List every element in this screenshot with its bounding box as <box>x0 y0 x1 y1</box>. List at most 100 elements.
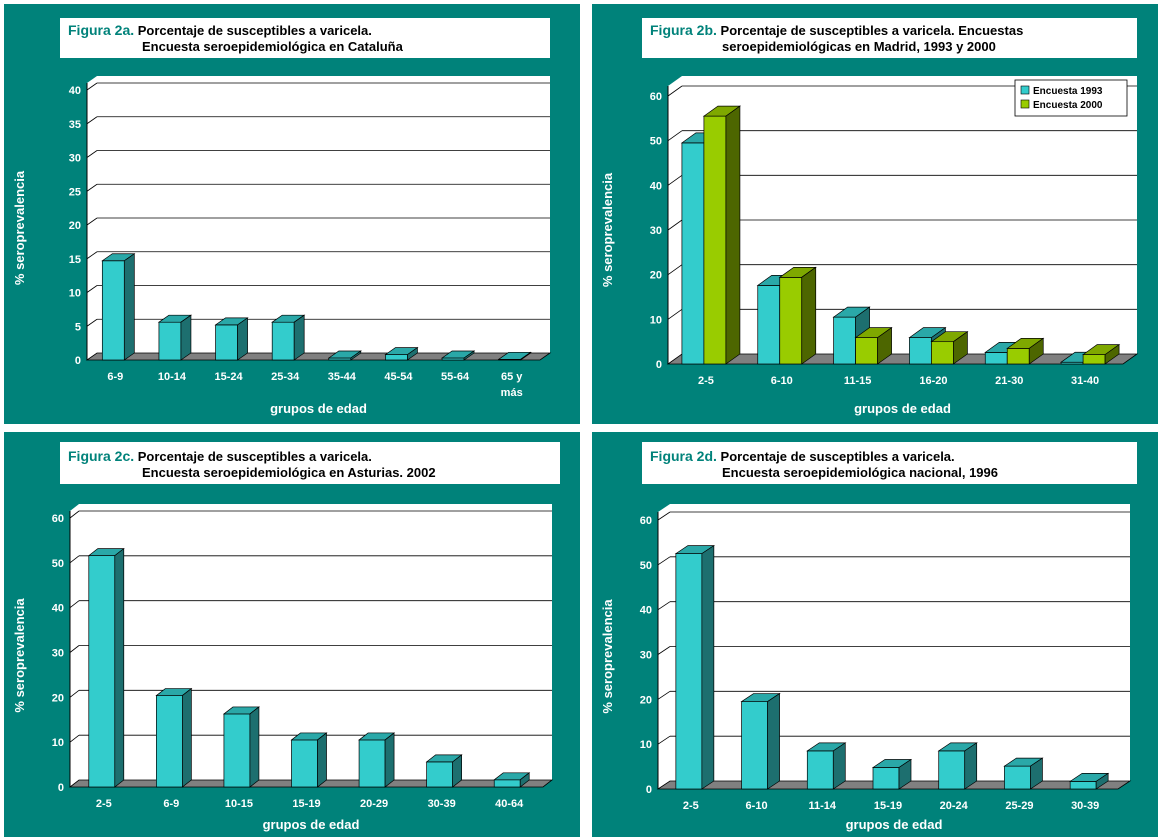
x-axis-label: grupos de edad <box>846 817 943 832</box>
bar-side <box>317 732 327 788</box>
chart-title-line1: Porcentaje de susceptibles a varicela. E… <box>720 23 1024 38</box>
legend-swatch <box>1020 85 1030 95</box>
bar-side <box>725 105 741 365</box>
bar-front <box>426 761 453 788</box>
bar-front <box>385 354 408 361</box>
legend-box <box>1014 79 1128 117</box>
x-tick-label: 20-29 <box>360 798 388 810</box>
plot-side-wall <box>70 504 79 787</box>
chart-panel-2c: Figura 2c. Porcentaje de susceptibles a … <box>4 432 580 837</box>
bar-side <box>767 692 780 790</box>
bar-side <box>452 754 462 788</box>
y-tick-label: 10 <box>650 314 662 326</box>
chart-title-line2: Encuesta seroepidemiológica en Cataluña <box>142 39 403 54</box>
x-tick-label: 20-24 <box>940 800 969 812</box>
gridline-side <box>69 734 80 743</box>
bar-side <box>877 326 892 365</box>
bar-front <box>101 260 125 361</box>
y-tick-label: 25 <box>69 186 81 198</box>
bar-side <box>520 351 532 361</box>
y-tick-label: 30 <box>52 648 64 660</box>
bar-side <box>249 706 260 788</box>
chart-title-box: Figura 2d. Porcentaje de susceptibles a … <box>642 442 1137 484</box>
gridline-side <box>86 251 98 260</box>
x-axis-label: grupos de edad <box>270 401 367 416</box>
bar-side <box>350 350 362 361</box>
bar <box>87 547 125 788</box>
legend-swatch <box>1020 99 1030 109</box>
chart-title-line2: Encuesta seroepidemiológica nacional, 19… <box>722 465 998 480</box>
bar-front <box>358 739 386 788</box>
gridline-side <box>69 555 80 564</box>
y-tick-label: 30 <box>650 225 662 237</box>
x-tick-label: 40-64 <box>495 798 524 810</box>
x-tick-label: 2-5 <box>698 375 714 387</box>
bar-front <box>1069 781 1097 790</box>
y-tick-label: 40 <box>52 603 64 615</box>
gridline-side <box>667 85 683 97</box>
bar-front <box>779 276 803 365</box>
chart-title-line1: Porcentaje de susceptibles a varicela. <box>720 449 955 464</box>
x-tick-label: más <box>501 387 523 399</box>
chart-title-box: Figura 2a. Porcentaje de susceptibles a … <box>60 18 550 58</box>
y-tick-label: 20 <box>52 692 64 704</box>
bar-front <box>984 352 1008 365</box>
bar-side <box>701 544 715 790</box>
bar <box>157 314 193 361</box>
bar-side <box>801 266 817 365</box>
y-tick-label: 0 <box>646 784 652 796</box>
bar-front <box>757 285 781 365</box>
bar <box>493 772 531 788</box>
y-axis-label: % seroprevalencia <box>12 170 27 285</box>
bar-front <box>855 337 878 365</box>
chart-title-line1: Porcentaje de susceptibles a varicela. <box>137 449 372 464</box>
bar <box>384 346 419 361</box>
bar-chart-2d: 0 10 20 30 40 50 60 2-5 6-10 11-14 15-19 20-24 25-29… <box>600 504 1132 832</box>
bar-front <box>156 695 183 788</box>
bar <box>1081 343 1121 365</box>
plot-side-wall <box>668 76 682 364</box>
y-tick-label: 50 <box>52 558 64 570</box>
chart-title-box: Figura 2c. Porcentaje de susceptibles a … <box>60 442 560 484</box>
y-tick-label: 5 <box>75 321 81 333</box>
x-tick-label: 21-30 <box>995 375 1023 387</box>
plot-area <box>670 504 1130 781</box>
bar <box>702 105 742 365</box>
bar <box>222 706 260 788</box>
bar-front <box>271 321 295 361</box>
y-tick-label: 10 <box>640 739 652 751</box>
x-tick-label: 65 y <box>501 371 523 383</box>
plot-side-wall <box>87 76 97 360</box>
x-tick-label: 15-24 <box>214 371 243 383</box>
y-tick-label: 40 <box>69 85 81 97</box>
gridline-side <box>69 690 80 698</box>
y-tick-label: 30 <box>69 153 81 165</box>
y-tick-label: 60 <box>640 515 652 527</box>
x-tick-label: 10-14 <box>158 371 187 383</box>
x-tick-label: 10-15 <box>225 798 253 810</box>
legend: Encuesta 1993 Encuesta 2000 <box>1014 79 1128 117</box>
x-tick-label: 6-9 <box>107 371 123 383</box>
bar-front <box>1082 354 1106 365</box>
figure-label: Figura 2d. <box>650 448 717 464</box>
chart-panel-2d: Figura 2d. Porcentaje de susceptibles a … <box>592 432 1158 837</box>
x-tick-label: 11-14 <box>809 800 837 812</box>
bar-front <box>872 767 900 790</box>
gridline-side <box>86 82 98 91</box>
gridline-side <box>657 601 671 610</box>
bar-front <box>88 555 116 788</box>
bar-front <box>291 739 318 788</box>
y-tick-label: 60 <box>650 91 662 103</box>
bar <box>740 692 781 790</box>
bar-front <box>741 701 768 790</box>
y-tick-label: 60 <box>52 513 64 525</box>
x-tick-label: 2-5 <box>96 798 112 810</box>
bar <box>1006 337 1045 365</box>
y-tick-label: 50 <box>640 560 652 572</box>
bar-front <box>675 553 703 790</box>
gridline-side <box>69 600 80 608</box>
chart-panel-2b: Figura 2b. Porcentaje de susceptibles a … <box>592 4 1158 424</box>
bar-side <box>964 742 978 790</box>
gridline-side <box>86 116 98 125</box>
gridline-side <box>657 646 671 655</box>
